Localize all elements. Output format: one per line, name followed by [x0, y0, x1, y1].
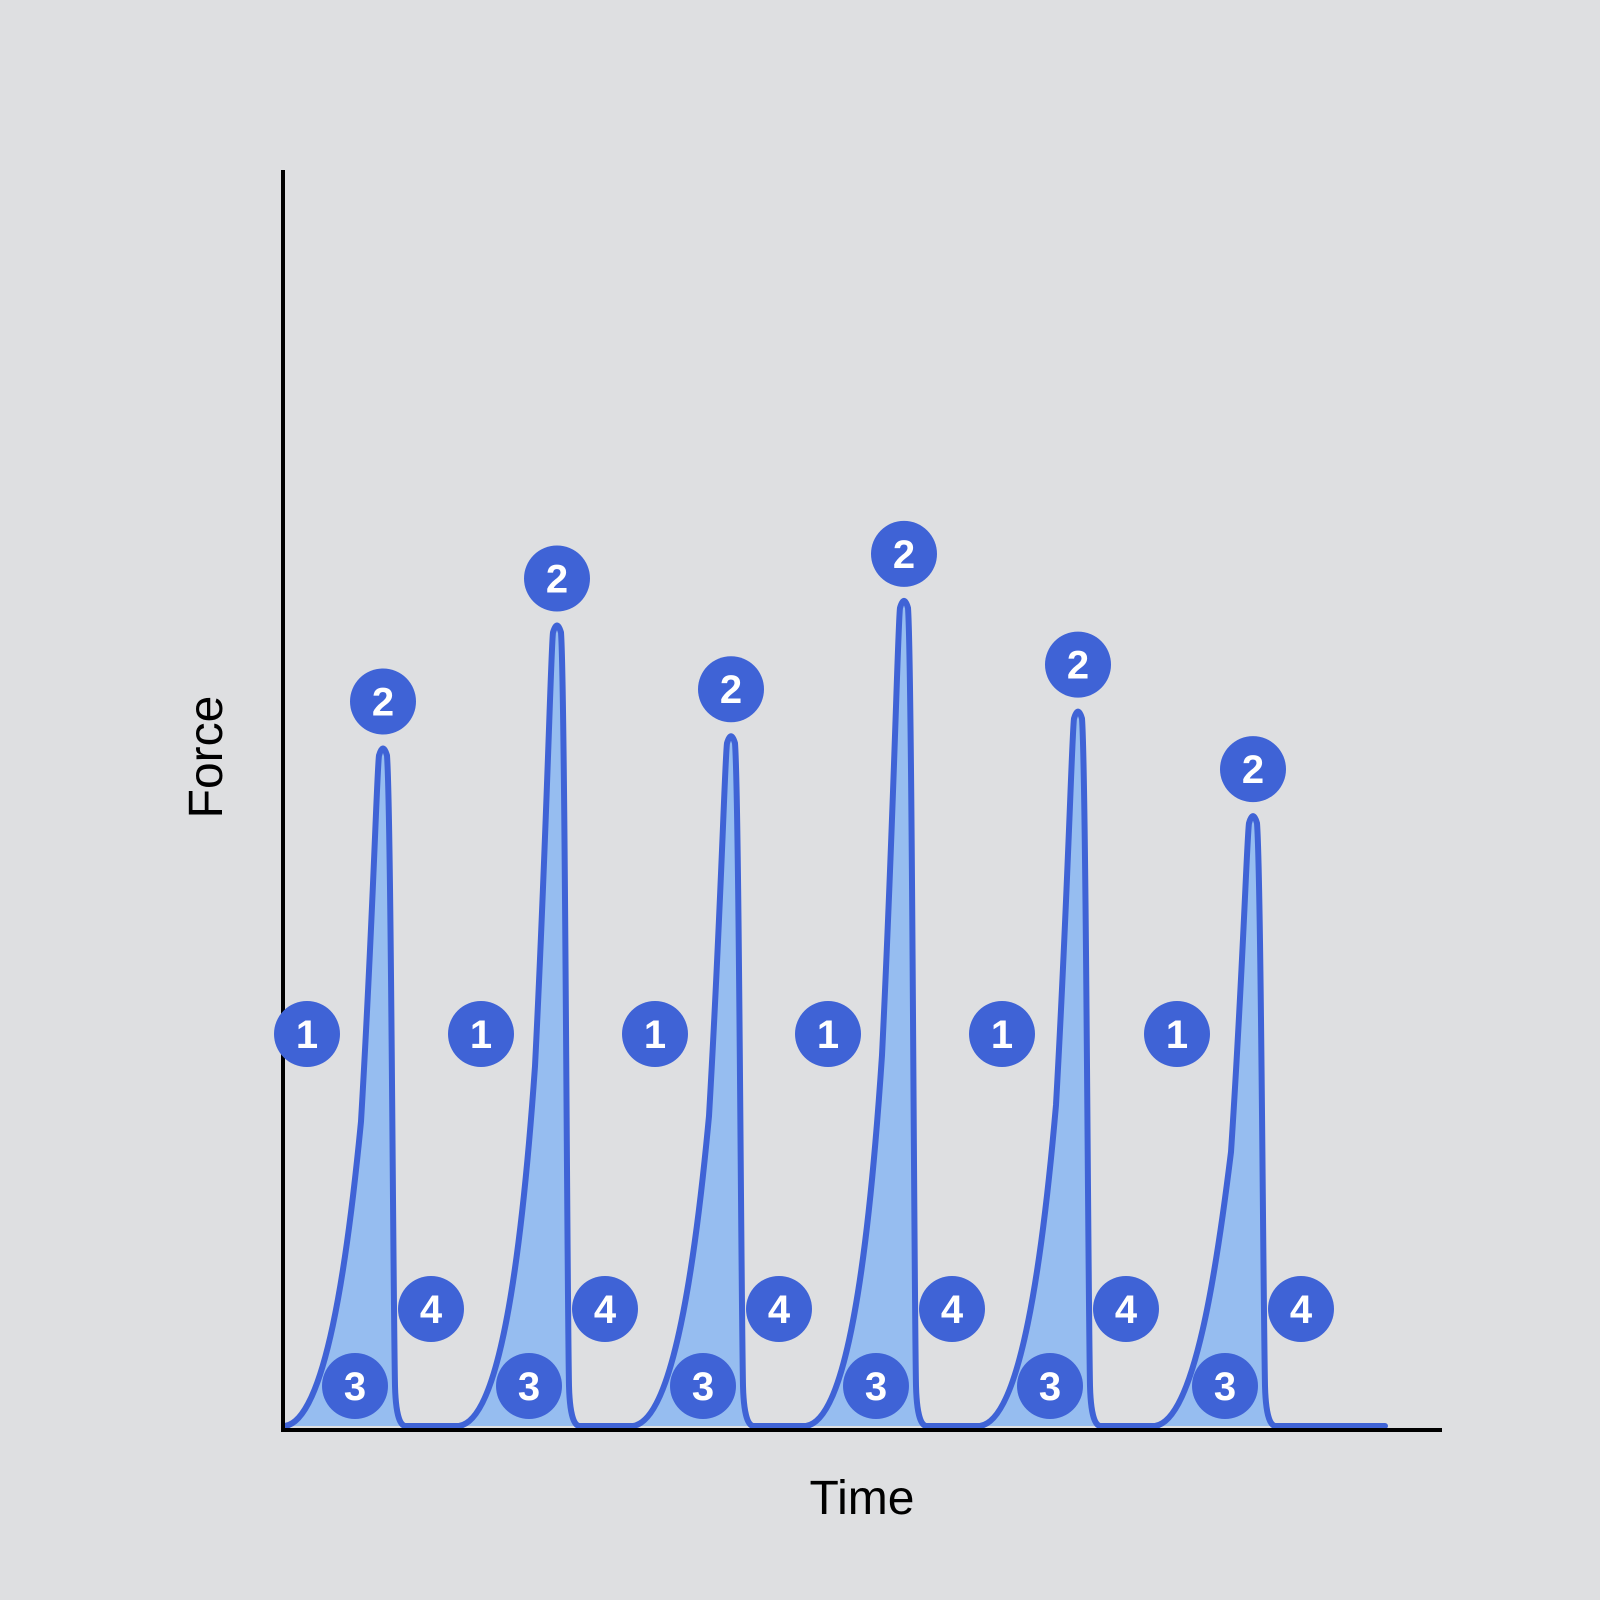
phase-badge-circle [1144, 1001, 1210, 1067]
phase-badge-label: 2 [1242, 748, 1264, 792]
phase-badge-circle [1192, 1353, 1258, 1419]
phase-badges: 1 2 3 4 1 2 3 4 1 2 3 4 1 2 3 4 1 2 3 4 1 2 3 4 [274, 520, 1334, 1419]
peak-area [633, 736, 753, 1426]
phase-badge-circle [1268, 1276, 1334, 1342]
phase-badge-circle [1045, 631, 1111, 698]
phase-badge-circle [795, 1001, 861, 1067]
phase-badge-label: 4 [941, 1288, 964, 1332]
phase-badge-label: 1 [296, 1013, 318, 1057]
phase-badge-label: 3 [1039, 1365, 1061, 1409]
force-peaks [282, 597, 1388, 1429]
peak-area [806, 600, 926, 1426]
phase-badge-label: 1 [470, 1013, 492, 1057]
phase-3-badge: 3 [1192, 1353, 1258, 1419]
phase-badge-label: 4 [768, 1288, 791, 1332]
phase-badge-label: 1 [1166, 1013, 1188, 1057]
phase-badge-circle [698, 656, 764, 723]
phase-2-badge: 2 [1045, 631, 1111, 698]
phase-badge-label: 2 [372, 681, 394, 725]
phase-badge-circle [398, 1276, 464, 1342]
peak-area [980, 711, 1100, 1426]
phase-2-badge: 2 [524, 545, 590, 612]
phase-badge-circle [350, 668, 416, 735]
phase-badge-circle [496, 1353, 562, 1419]
phase-badge-circle [274, 1001, 340, 1067]
phase-badge-label: 2 [1067, 644, 1089, 688]
phase-badge-label: 1 [991, 1013, 1013, 1057]
phase-badge-circle [448, 1001, 514, 1067]
phase-badge-label: 2 [720, 668, 742, 712]
phase-badge-label: 1 [817, 1013, 839, 1057]
phase-badge-circle [524, 545, 590, 612]
phase-badge-circle [572, 1276, 638, 1342]
phase-badge-label: 4 [1290, 1288, 1313, 1332]
y-axis-label: Force [180, 696, 233, 819]
phase-4-badge: 4 [919, 1276, 985, 1342]
phase-badge-label: 3 [1214, 1365, 1236, 1409]
peak-area [459, 625, 579, 1426]
phase-2-badge: 2 [698, 656, 764, 723]
phase-badge-circle [1093, 1276, 1159, 1342]
phase-4-badge: 4 [1268, 1276, 1334, 1342]
phase-badge-circle [919, 1276, 985, 1342]
phase-4-badge: 4 [1093, 1276, 1159, 1342]
phase-badge-label: 2 [546, 558, 568, 602]
phase-badge-label: 4 [1115, 1288, 1138, 1332]
peak-area [1155, 816, 1275, 1426]
phase-badge-label: 1 [644, 1013, 666, 1057]
force-curve-line [282, 597, 1388, 1429]
phase-badge-circle [871, 520, 937, 587]
phase-badge-label: 2 [893, 533, 915, 577]
phase-badge-circle [843, 1353, 909, 1419]
phase-3-badge: 3 [496, 1353, 562, 1419]
phase-badge-circle [622, 1001, 688, 1067]
phase-badge-circle [746, 1276, 812, 1342]
phase-badge-label: 3 [344, 1365, 366, 1409]
phase-badge-label: 3 [865, 1365, 887, 1409]
phase-4-badge: 4 [746, 1276, 812, 1342]
phase-badge-circle [1017, 1353, 1083, 1419]
phase-badge-label: 4 [420, 1288, 443, 1332]
phase-2-badge: 2 [871, 520, 937, 587]
phase-2-badge: 2 [1220, 736, 1286, 803]
phase-1-badge: 1 [969, 1001, 1035, 1067]
phase-1-badge: 1 [274, 1001, 340, 1067]
phase-badge-circle [969, 1001, 1035, 1067]
x-axis-label: Time [810, 1472, 915, 1525]
phase-3-badge: 3 [1017, 1353, 1083, 1419]
phase-3-badge: 3 [322, 1353, 388, 1419]
phase-1-badge: 1 [622, 1001, 688, 1067]
phase-3-badge: 3 [670, 1353, 736, 1419]
phase-badge-label: 4 [594, 1288, 617, 1332]
phase-3-badge: 3 [843, 1353, 909, 1419]
phase-badge-circle [670, 1353, 736, 1419]
phase-badge-label: 3 [692, 1365, 714, 1409]
phase-1-badge: 1 [795, 1001, 861, 1067]
phase-4-badge: 4 [572, 1276, 638, 1342]
axes [281, 170, 1442, 1432]
phase-1-badge: 1 [1144, 1001, 1210, 1067]
phase-2-badge: 2 [350, 668, 416, 735]
phase-4-badge: 4 [398, 1276, 464, 1342]
phase-badge-label: 3 [518, 1365, 540, 1409]
phase-badge-circle [322, 1353, 388, 1419]
phase-1-badge: 1 [448, 1001, 514, 1067]
peak-area [285, 748, 405, 1426]
phase-badge-circle [1220, 736, 1286, 803]
